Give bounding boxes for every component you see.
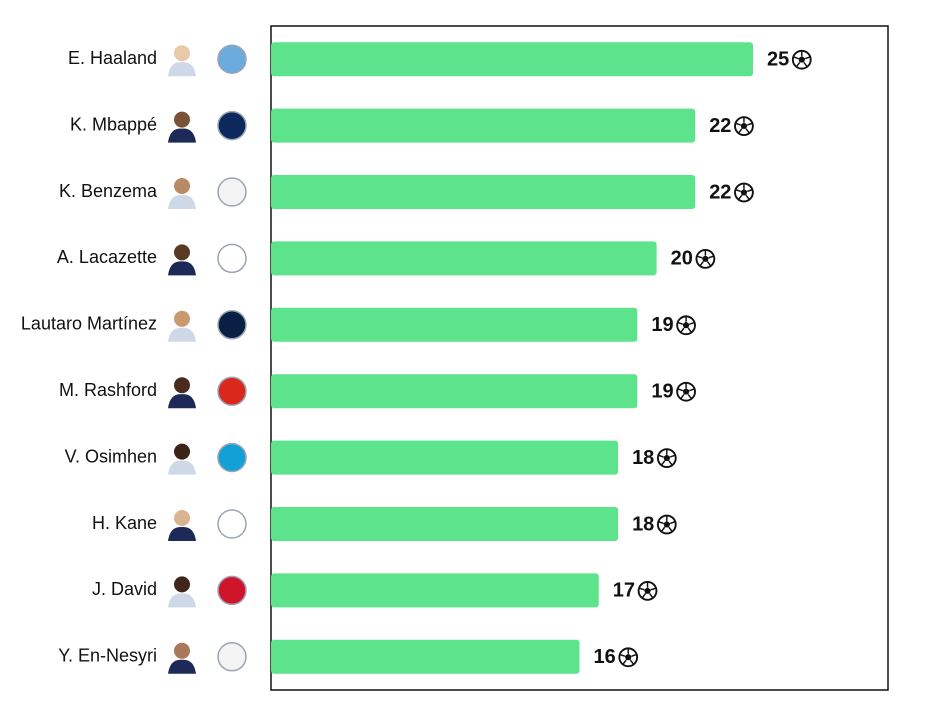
player-name: K. Mbappé [70, 114, 157, 134]
value-label: 19 [651, 314, 673, 336]
photo-shoulders [168, 62, 196, 77]
player-name: M. Rashford [59, 380, 157, 400]
player-photo [168, 443, 196, 475]
bar [271, 241, 657, 276]
player-name: Y. En-Nesyri [58, 646, 157, 666]
player-photo [168, 377, 196, 409]
value-label: 22 [709, 115, 731, 137]
photo-head [174, 377, 190, 394]
club-badge [217, 642, 247, 672]
player-photo [168, 642, 196, 674]
bar [271, 175, 696, 209]
value-label: 25 [767, 48, 789, 70]
club-badge [217, 110, 247, 141]
player-name: V. Osimhen [65, 446, 157, 466]
player-photo [168, 510, 196, 541]
club-badge [217, 442, 247, 473]
club-badge [217, 509, 247, 539]
club-badge [217, 310, 247, 340]
value-label: 20 [671, 248, 693, 270]
player-name: E. Haaland [68, 48, 157, 68]
player-photo [168, 111, 196, 143]
club-badge [217, 177, 247, 207]
value-label: 18 [632, 513, 654, 535]
ball-icon [676, 381, 696, 402]
club-badge [217, 376, 247, 406]
photo-shoulders [168, 526, 196, 541]
player-name: J. David [92, 579, 157, 599]
ball-icon [734, 182, 754, 203]
ball-icon [618, 647, 639, 668]
player-name: K. Benzema [59, 181, 158, 201]
player-photo [168, 244, 196, 276]
bar [271, 639, 580, 674]
ball-icon [734, 116, 754, 136]
bar [271, 440, 619, 475]
photo-head [174, 642, 190, 659]
ball-icon [676, 315, 696, 336]
club-badge [217, 243, 247, 274]
value-label: 19 [651, 380, 673, 402]
photo-head [174, 111, 190, 128]
bar [271, 108, 696, 143]
bar [271, 42, 754, 77]
bar [271, 307, 638, 342]
bar [271, 507, 619, 541]
photo-head [174, 178, 190, 194]
photo-shoulders [168, 394, 196, 409]
player-name: H. Kane [92, 513, 157, 533]
photo-shoulders [168, 261, 196, 276]
photo-shoulders [168, 327, 196, 342]
photo-shoulders [168, 659, 196, 674]
photo-shoulders [168, 128, 196, 143]
ball-icon [695, 249, 716, 269]
bar [271, 573, 599, 608]
ball-icon [637, 581, 658, 601]
photo-head [174, 510, 190, 526]
plot-frame [270, 25, 889, 691]
club-badge [217, 575, 247, 606]
player-photo [168, 45, 196, 77]
player-photo [168, 576, 196, 608]
player-name: A. Lacazette [57, 247, 157, 267]
photo-shoulders [168, 460, 196, 475]
photo-head [174, 244, 190, 261]
photo-shoulders [168, 194, 196, 209]
ball-icon [656, 514, 677, 535]
player-photo [168, 310, 196, 342]
photo-shoulders [168, 593, 196, 608]
player-photo [168, 178, 196, 209]
club-badge [217, 44, 247, 74]
bar [271, 374, 638, 409]
photo-head [174, 310, 190, 327]
value-label: 17 [613, 580, 635, 602]
value-label: 16 [594, 646, 616, 668]
photo-head [174, 576, 190, 593]
player-name: Lautaro Martínez [21, 314, 157, 334]
value-label: 22 [709, 181, 731, 203]
value-label: 18 [632, 447, 654, 469]
ball-icon [656, 448, 677, 468]
photo-head [174, 45, 190, 62]
ball-icon [791, 49, 812, 70]
photo-head [174, 443, 190, 460]
